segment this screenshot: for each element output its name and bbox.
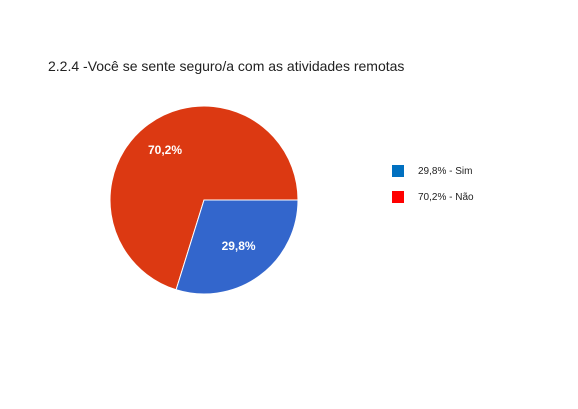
legend-item-nao: 70,2% - Não: [392, 190, 474, 204]
pie-slice-labels: 70,2% 29,8%: [148, 143, 256, 253]
slice-label-sim: 29,8%: [222, 239, 256, 253]
legend-swatch-sim: [392, 165, 404, 177]
legend-label-sim: 29,8% - Sim: [418, 165, 473, 177]
slice-label-nao: 70,2%: [148, 143, 182, 157]
pie-slice-nao: [109, 105, 299, 291]
pie-slice-sim: [175, 199, 299, 295]
legend-swatch-nao: [392, 191, 404, 203]
pie-slices: [109, 105, 299, 295]
legend-label-nao: 70,2% - Não: [418, 191, 474, 203]
legend-item-sim: 29,8% - Sim: [392, 164, 474, 178]
chart-title: 2.2.4 -Você se sente seguro/a com as ati…: [48, 58, 405, 74]
legend: 29,8% - Sim 70,2% - Não: [392, 164, 474, 216]
